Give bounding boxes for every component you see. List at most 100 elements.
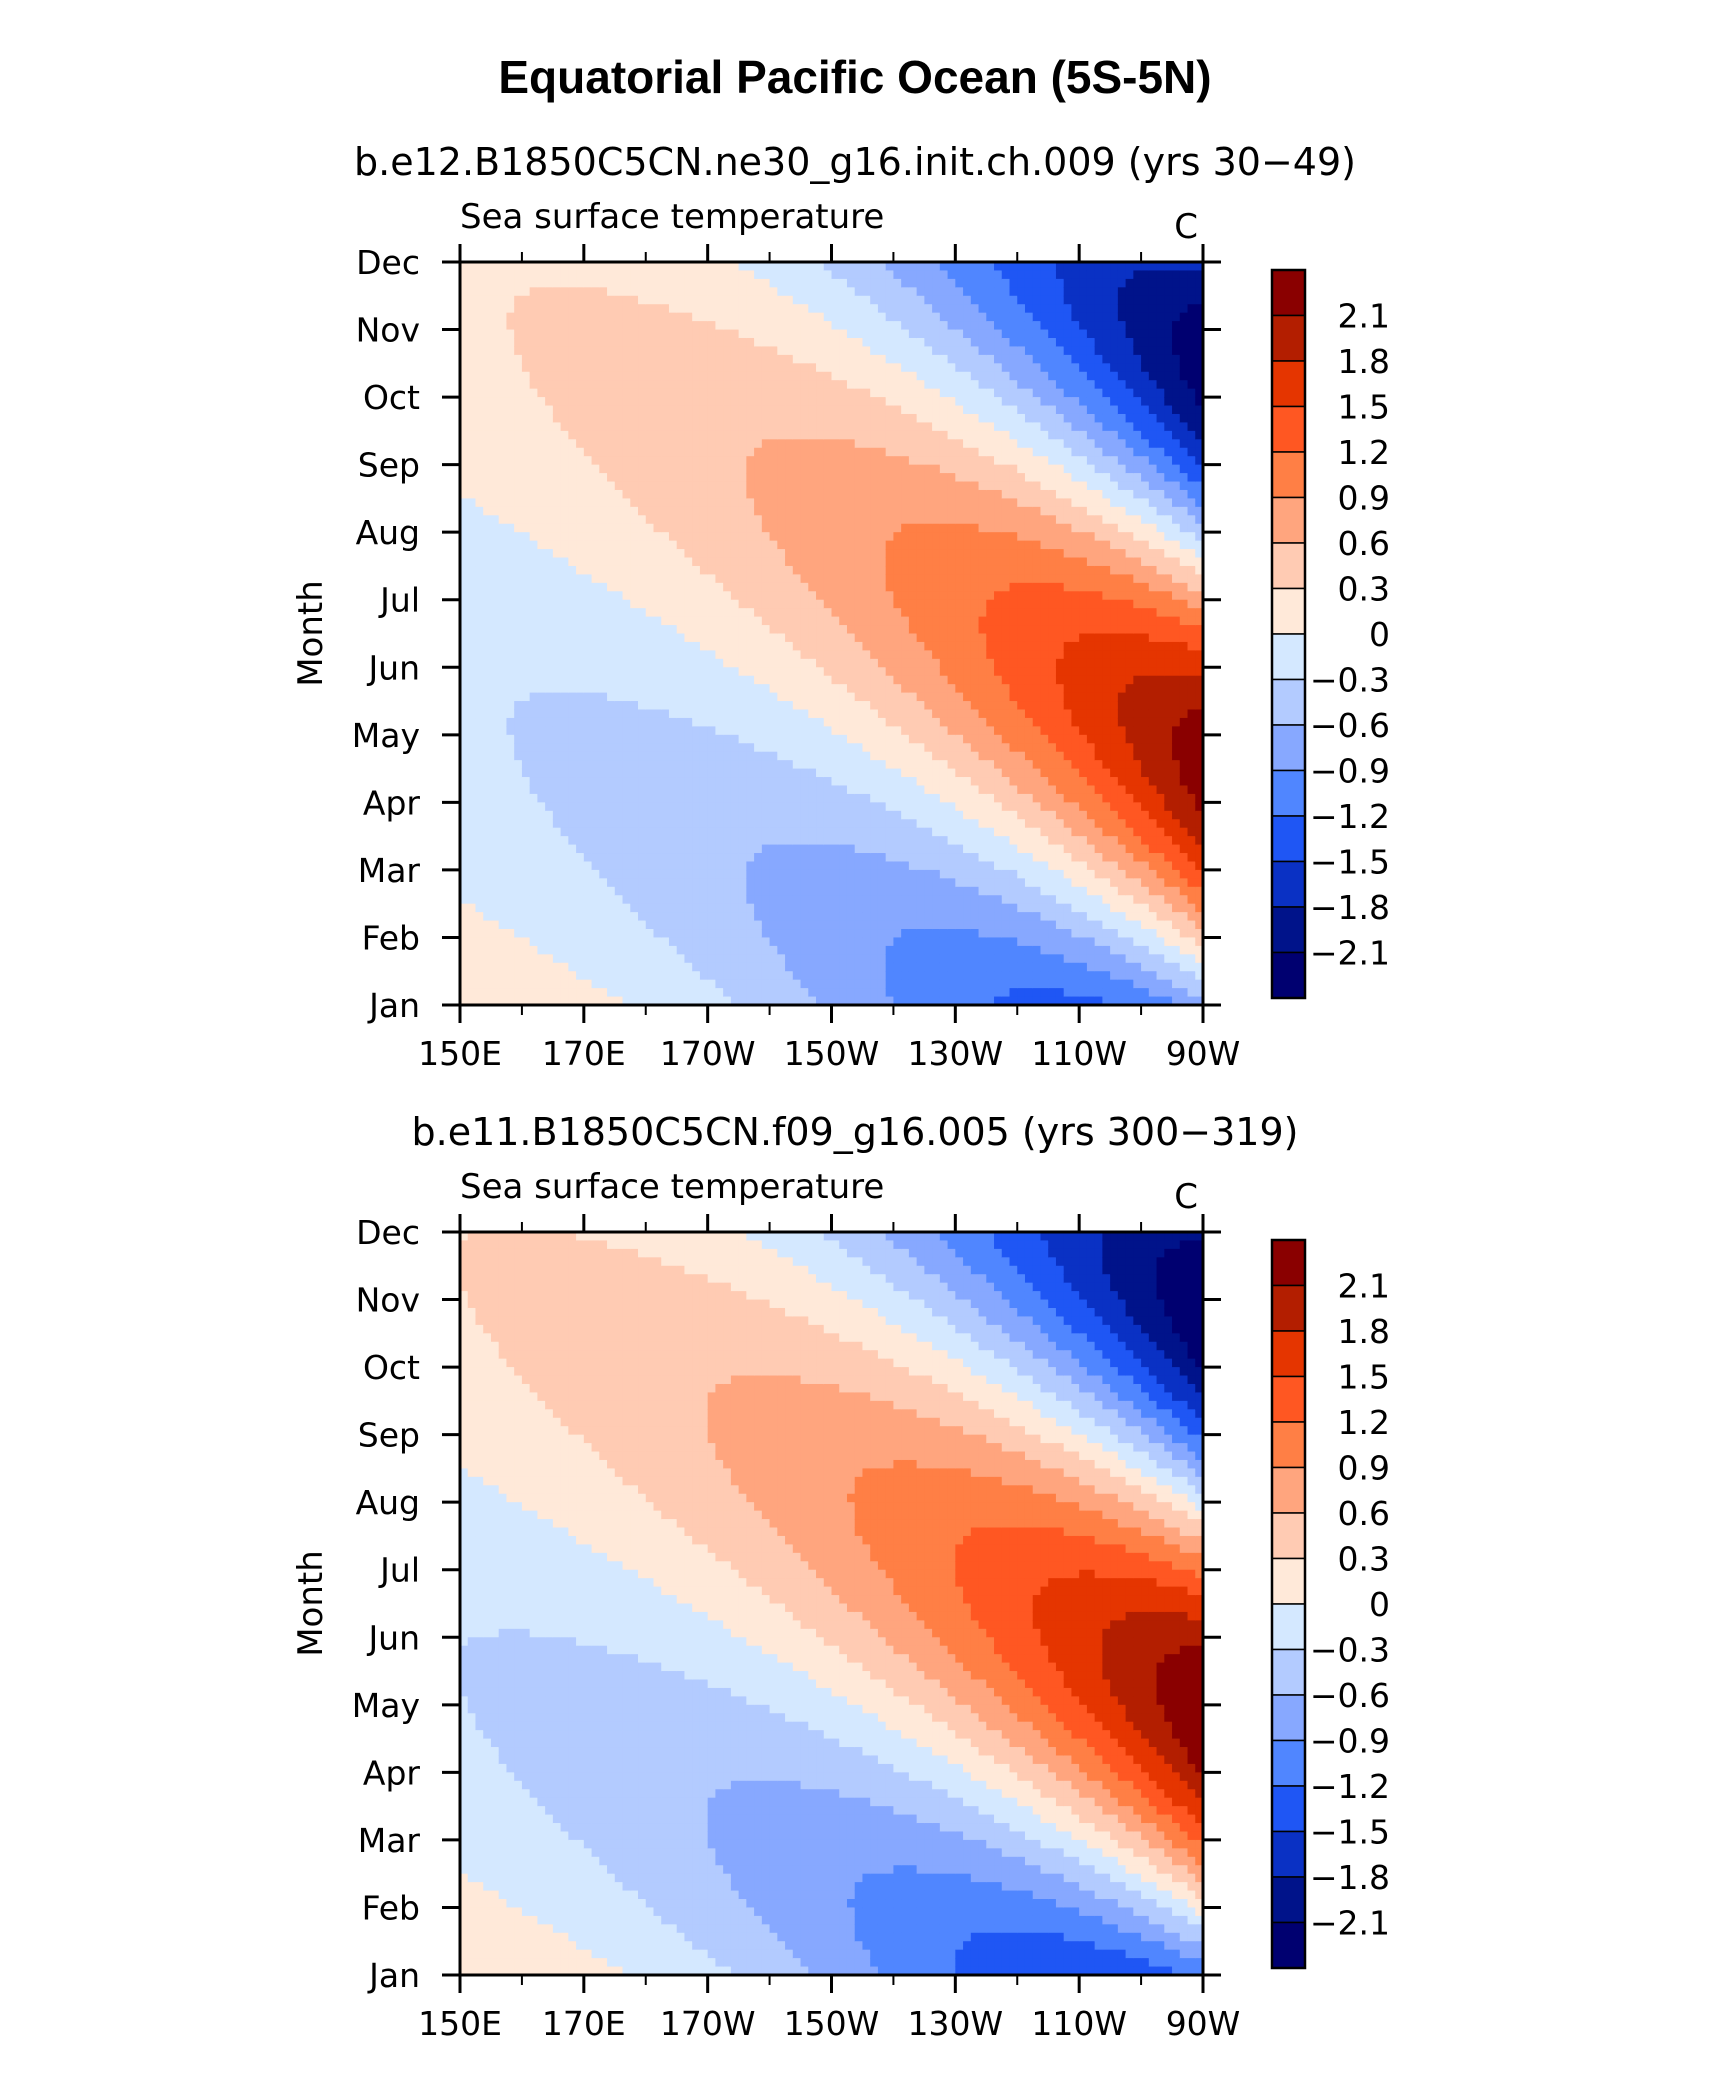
field-cell [846, 641, 856, 651]
field-cell [754, 962, 763, 972]
field-cell [460, 523, 469, 533]
field-cell [730, 549, 740, 559]
field-cell [684, 819, 693, 829]
field-cell [839, 565, 848, 575]
field-cell [552, 582, 562, 592]
field-cell [769, 844, 778, 854]
field-cell [506, 557, 515, 567]
field-cell [684, 557, 693, 567]
field-cell [475, 979, 484, 989]
field-cell [877, 962, 887, 972]
field-cell [521, 777, 531, 787]
field-cell [591, 751, 600, 761]
field-cell [653, 734, 662, 744]
field-cell [506, 363, 515, 373]
field-cell [467, 895, 477, 905]
field-cell [846, 456, 856, 466]
field-cell [614, 447, 624, 457]
field-cell [576, 726, 585, 736]
field-cell [583, 447, 593, 457]
field-cell [537, 489, 546, 500]
field-cell [846, 591, 856, 601]
field-cell [831, 304, 840, 314]
field-cell [839, 962, 848, 972]
field-cell [754, 532, 763, 542]
field-cell [738, 506, 747, 516]
field-cell [800, 439, 809, 449]
field-cell [576, 827, 585, 837]
field-cell [730, 929, 740, 939]
field-cell [552, 574, 562, 584]
field-cell [653, 903, 662, 913]
field-cell [537, 937, 546, 947]
field-cell [777, 895, 786, 905]
field-cell [552, 439, 562, 449]
field-cell [723, 878, 732, 888]
field-cell [607, 895, 616, 905]
field-cell [816, 988, 825, 998]
field-cell [846, 819, 856, 829]
field-cell [506, 945, 515, 955]
field-cell [483, 515, 492, 525]
field-cell [854, 962, 864, 972]
field-cell [591, 675, 600, 685]
field-cell [707, 709, 717, 719]
field-cell [730, 726, 740, 736]
field-cell [777, 903, 786, 913]
field-cell [823, 853, 833, 863]
field-cell [630, 532, 639, 542]
field-cell [521, 945, 531, 955]
field-cell [792, 768, 802, 778]
field-cell [560, 810, 569, 820]
field-cell [684, 667, 693, 677]
field-cell [723, 295, 732, 305]
field-cell [785, 456, 794, 466]
field-cell [607, 869, 616, 879]
field-cell [792, 827, 802, 837]
field-cell [607, 582, 616, 592]
field-cell [460, 937, 469, 947]
field-cell [823, 312, 833, 322]
field-cell [854, 489, 864, 500]
field-cell [723, 270, 732, 280]
field-cell [839, 929, 848, 939]
field-cell [506, 836, 515, 846]
field-cell [460, 304, 469, 314]
field-cell [738, 616, 747, 626]
field-cell [792, 641, 802, 651]
field-cell [846, 599, 856, 609]
field-cell [761, 523, 771, 533]
field-cell [467, 920, 477, 930]
field-cell [614, 979, 624, 989]
field-cell [800, 532, 809, 542]
field-cell [599, 388, 608, 398]
field-cell [583, 920, 593, 930]
field-cell [692, 447, 701, 457]
field-cell [622, 498, 631, 508]
field-cell [769, 717, 778, 727]
field-cell [893, 439, 902, 449]
field-cell [506, 321, 515, 331]
field-cell [684, 793, 693, 803]
field-cell [568, 667, 577, 677]
field-cell [839, 608, 848, 618]
field-cell [591, 312, 600, 322]
field-cell [568, 760, 577, 770]
field-cell [676, 692, 686, 702]
field-cell [761, 337, 771, 348]
field-cell [552, 549, 562, 559]
field-cell [583, 473, 593, 483]
field-cell [777, 633, 786, 643]
field-cell [738, 464, 747, 474]
field-cell [785, 979, 794, 989]
field-cell [730, 608, 740, 618]
field-cell [661, 304, 670, 314]
field-cell [723, 819, 732, 829]
field-cell [537, 667, 546, 677]
field-cell [862, 844, 871, 854]
field-cell [684, 633, 693, 643]
field-cell [661, 363, 670, 373]
field-cell [460, 346, 469, 356]
field-cell [552, 405, 562, 415]
field-cell [622, 836, 631, 846]
